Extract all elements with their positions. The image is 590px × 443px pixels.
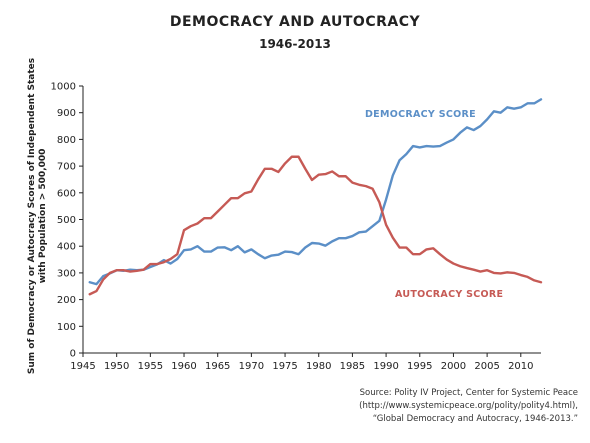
y-ticks: 0 100 200 300 400 500 600 700 800 900 1000: [51, 82, 83, 360]
y-tick-label: 0: [70, 349, 76, 360]
y-tick-label: 200: [57, 295, 76, 306]
y-tick-label: 400: [57, 242, 76, 253]
source-note: Source: Polity IV Project, Center for Sy…: [359, 388, 578, 424]
y-tick-label: 700: [57, 162, 76, 173]
x-ticks: 1945 1950 1955 1960 1965 1970 1975 1980 1985 1990…: [70, 353, 534, 372]
y-tick-label: 500: [57, 215, 76, 226]
x-tick-label: 2000: [441, 361, 466, 372]
source-line-1: Source: Polity IV Project, Center for Sy…: [360, 388, 578, 398]
chart-title: DEMOCRACY AND AUTOCRACY: [170, 14, 421, 30]
y-tick-label: 900: [57, 108, 76, 119]
axes: [82, 86, 541, 354]
x-tick-label: 1970: [239, 361, 264, 372]
source-line-3: “Global Democracy and Autocracy, 1946-20…: [373, 414, 578, 424]
x-tick-label: 1990: [373, 361, 398, 372]
x-tick-label: 1955: [138, 361, 163, 372]
x-tick-label: 1945: [70, 361, 95, 372]
chart-subtitle: 1946-2013: [259, 37, 331, 51]
autocracy-line: [88, 155, 543, 296]
source-line-2: (http://www.systemicpeace.org/polity/pol…: [359, 401, 578, 411]
x-tick-label: 1995: [407, 361, 432, 372]
autocracy-series-label: AUTOCRACY SCORE: [395, 289, 503, 300]
y-tick-label: 800: [57, 135, 76, 146]
y-tick-label: 600: [57, 188, 76, 199]
democracy-line: [88, 98, 543, 286]
x-tick-label: 1965: [205, 361, 230, 372]
x-tick-label: 2010: [508, 361, 533, 372]
democracy-series-label: DEMOCRACY SCORE: [365, 109, 476, 120]
series-lines: [88, 98, 543, 296]
y-axis-label-line1: Sum of Democracy or Autocracy Scores of …: [27, 58, 37, 374]
y-tick-label: 300: [57, 268, 76, 279]
x-tick-label: 2005: [474, 361, 499, 372]
x-tick-label: 1980: [306, 361, 331, 372]
x-tick-label: 1985: [340, 361, 365, 372]
x-tick-label: 1950: [104, 361, 129, 372]
y-tick-label: 100: [57, 322, 76, 333]
y-tick-label: 1000: [51, 82, 76, 93]
x-tick-label: 1975: [272, 361, 297, 372]
x-tick-label: 1960: [171, 361, 196, 372]
y-axis-label-line2: with Population > 500,000: [38, 149, 48, 284]
y-axis-label: Sum of Democracy or Autocracy Scores of …: [27, 58, 48, 374]
